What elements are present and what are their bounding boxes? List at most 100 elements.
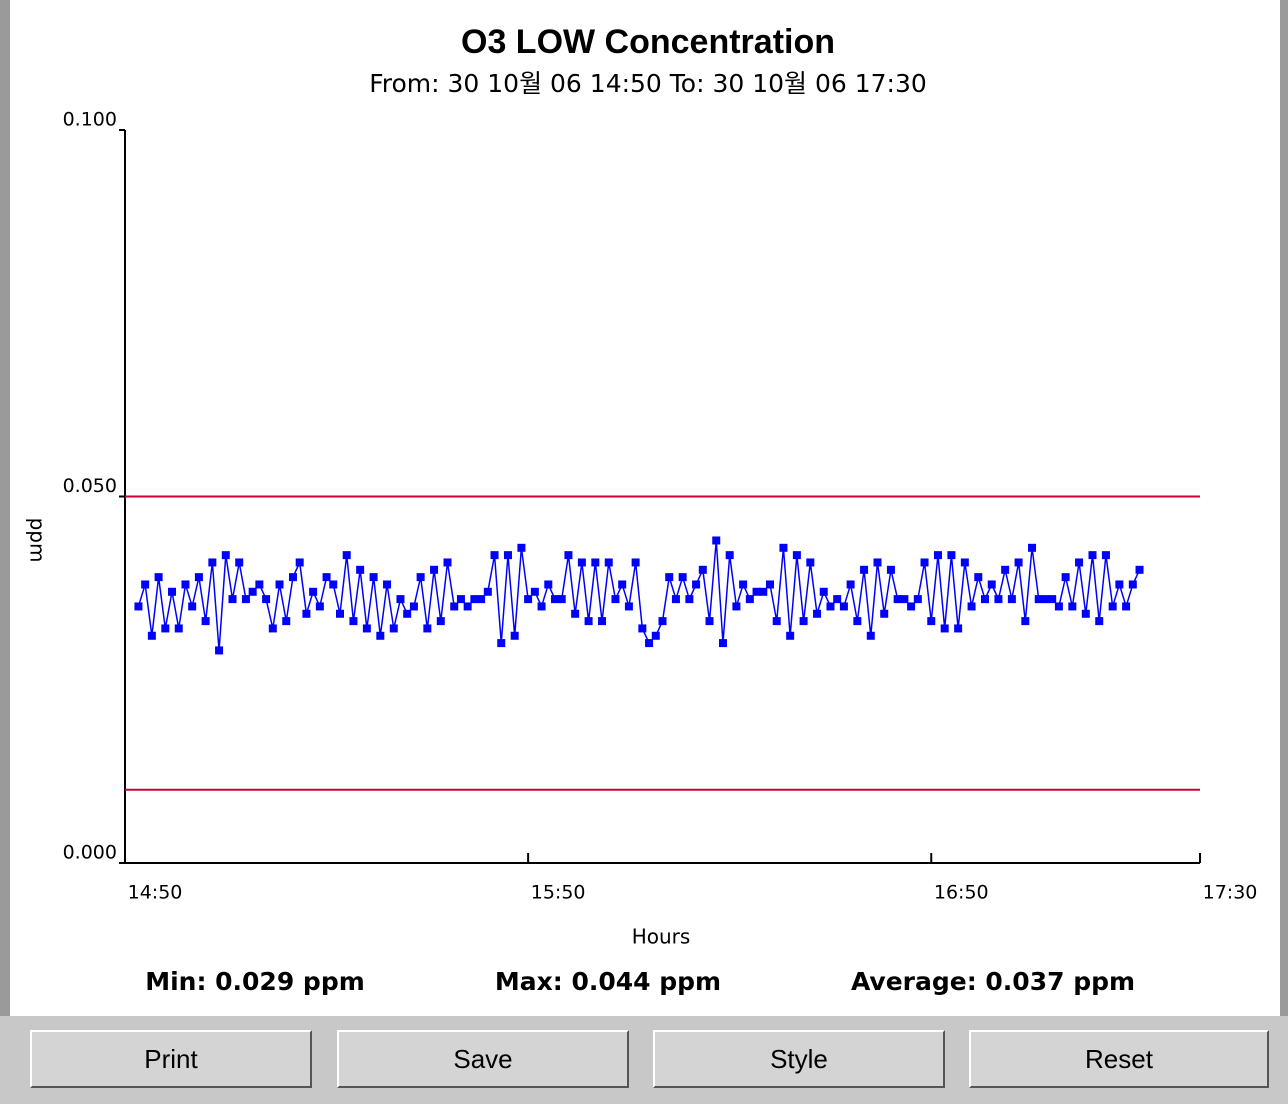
data-point — [557, 595, 566, 604]
data-point — [846, 580, 855, 589]
data-point — [282, 617, 291, 626]
data-point — [1061, 573, 1070, 582]
data-point — [1021, 617, 1030, 626]
data-point — [409, 602, 418, 611]
data-point — [981, 595, 989, 604]
data-point — [779, 543, 788, 552]
data-point — [1034, 595, 1043, 604]
data-point — [624, 602, 633, 611]
data-point — [732, 602, 741, 611]
data-point — [537, 602, 546, 611]
data-point — [947, 551, 956, 560]
reset-button[interactable]: Reset — [969, 1030, 1269, 1088]
data-point — [886, 565, 895, 574]
data-point — [792, 551, 801, 560]
data-point — [430, 565, 439, 574]
data-point — [994, 595, 1003, 604]
data-point — [960, 558, 969, 567]
x-axis-label: Hours — [632, 925, 691, 949]
data-point — [900, 595, 909, 604]
data-point — [490, 551, 499, 560]
data-point — [315, 602, 324, 611]
data-point — [147, 631, 156, 640]
data-point — [161, 624, 170, 633]
data-point — [671, 595, 680, 604]
x-tick-label: 14:50 — [128, 882, 183, 904]
data-point — [1081, 609, 1090, 618]
data-point — [705, 617, 714, 626]
data-point — [638, 624, 647, 633]
data-point — [450, 602, 459, 611]
data-point — [221, 551, 230, 560]
data-point — [819, 587, 828, 596]
data-point — [1122, 602, 1131, 611]
data-point — [322, 573, 331, 582]
data-point — [1075, 558, 1084, 567]
data-point — [1088, 551, 1097, 560]
data-point — [497, 639, 506, 648]
data-point — [188, 602, 197, 611]
data-point — [295, 558, 304, 567]
data-point — [275, 580, 284, 589]
data-point — [262, 595, 271, 604]
data-point — [362, 624, 371, 633]
data-point — [1115, 580, 1124, 589]
data-point — [181, 580, 190, 589]
data-point — [860, 565, 869, 574]
style-button[interactable]: Style — [653, 1030, 945, 1088]
data-point — [718, 639, 727, 648]
data-point — [920, 558, 929, 567]
data-point — [174, 624, 183, 633]
data-point — [241, 595, 250, 604]
data-point — [712, 536, 721, 545]
data-point — [739, 580, 748, 589]
data-point — [1007, 595, 1016, 604]
data-point — [215, 646, 224, 655]
data-point — [1014, 558, 1023, 567]
data-point — [631, 558, 640, 567]
print-button[interactable]: Print — [30, 1030, 312, 1088]
data-point — [752, 587, 761, 596]
data-point — [893, 595, 902, 604]
data-point — [866, 631, 875, 640]
data-point — [826, 602, 835, 611]
data-point — [389, 624, 398, 633]
data-point — [806, 558, 815, 567]
data-point — [759, 587, 768, 596]
data-point — [396, 595, 405, 604]
data-point — [168, 587, 177, 596]
y-axis-label: ppm — [26, 518, 50, 563]
x-tick-label: 16:50 — [934, 882, 989, 904]
data-point — [544, 580, 553, 589]
data-line — [137, 540, 1141, 651]
x-tick-label: 17:30 — [1203, 882, 1258, 904]
data-point — [463, 602, 472, 611]
data-point — [678, 573, 687, 582]
data-point — [692, 580, 701, 589]
data-point — [201, 617, 210, 626]
data-point — [940, 624, 949, 633]
data-point — [725, 551, 734, 560]
data-point — [577, 558, 586, 567]
data-point — [1001, 565, 1010, 574]
data-point — [584, 617, 593, 626]
data-point — [745, 595, 754, 604]
data-point — [134, 602, 143, 611]
data-point — [967, 602, 976, 611]
data-point — [1101, 551, 1110, 560]
data-point — [336, 609, 344, 618]
data-point — [376, 631, 385, 640]
save-button[interactable]: Save — [337, 1030, 629, 1088]
data-point — [907, 602, 916, 611]
data-point — [551, 595, 559, 604]
data-point — [470, 595, 479, 604]
data-point — [477, 595, 486, 604]
data-point — [987, 580, 996, 589]
data-point — [685, 595, 694, 604]
data-point — [369, 573, 378, 582]
chart-title: O3 LOW Concentration — [461, 23, 835, 61]
data-point — [665, 573, 674, 582]
data-point — [571, 609, 580, 618]
x-tick-label: 15:50 — [531, 882, 586, 904]
